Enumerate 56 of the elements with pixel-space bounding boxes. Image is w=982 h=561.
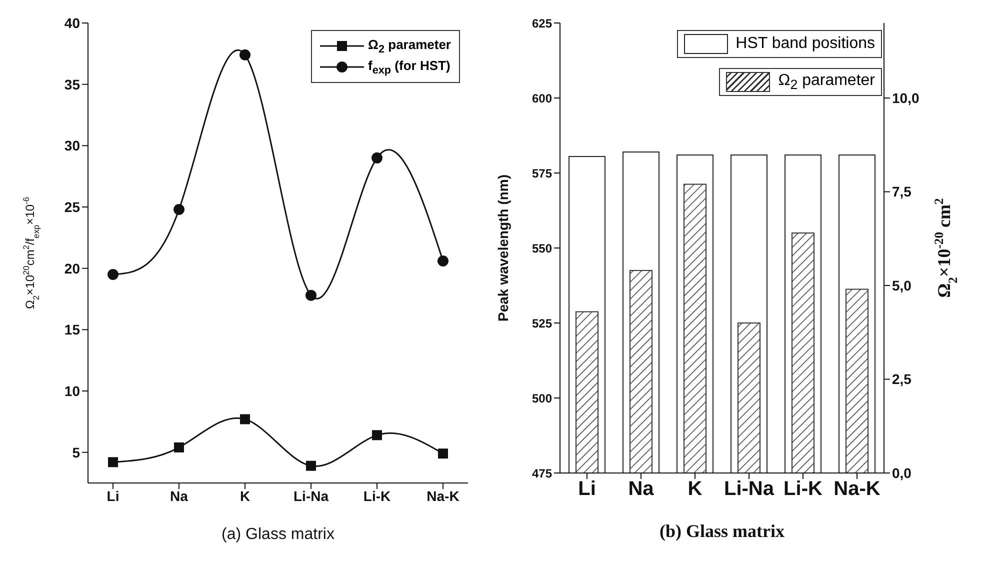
x-tick-label: Na [170, 488, 188, 504]
y-tick-label: 550 [532, 241, 552, 256]
point [438, 255, 448, 266]
y2-tick-label: 0,0 [892, 464, 912, 481]
y-tick-label: 500 [532, 391, 552, 406]
y-axis-title: Peak wavelength (nm) [495, 174, 511, 322]
y2-tick-label: 2,5 [892, 371, 912, 388]
x-tick-label: Na-K [834, 478, 881, 500]
y2-tick-label: 7,5 [892, 184, 912, 200]
y2-tick-label: 5,0 [892, 277, 912, 294]
x-tick-label: Li-K [363, 488, 391, 504]
y-tick-label: 525 [532, 316, 552, 330]
legend-label: f$_{exp}$ (for HST) [368, 58, 450, 76]
bar [792, 232, 814, 473]
y-tick-label: 5 [72, 444, 80, 460]
point [108, 268, 118, 280]
x-tick-label: Li-Na [724, 478, 775, 500]
x-tick-label: Li [578, 478, 596, 500]
x-tick-label: Li-K [784, 478, 823, 500]
point [108, 457, 118, 468]
legend-label: Ω$_{2}$ parameter [368, 37, 451, 56]
point [174, 442, 184, 452]
x-tick-label: K [240, 488, 250, 504]
x-tick-label: Li [106, 488, 120, 504]
x-axis-title: (b) Glass matrix [660, 521, 784, 541]
y-tick-label: 40 [64, 14, 80, 31]
point [306, 290, 316, 301]
point [306, 460, 316, 471]
x-axis-title: (a) Glass matrix [222, 526, 334, 543]
bar [630, 270, 652, 473]
x-tick-label: Li-Na [294, 488, 329, 504]
y-tick-label: 25 [64, 198, 80, 215]
y-tick-label: 20 [64, 260, 80, 276]
point [174, 204, 184, 215]
legend-label: Ω$_{2}$ parameter [778, 72, 875, 92]
y-tick-label: 575 [532, 166, 552, 180]
y-tick-label: 475 [532, 466, 552, 480]
y-tick-label: 625 [532, 16, 552, 30]
bar [738, 322, 760, 473]
point [240, 49, 250, 60]
point [438, 448, 448, 459]
y-tick-label: 10 [64, 382, 80, 399]
legend-label: HST band positions [736, 35, 875, 53]
y-tick-label: 600 [532, 91, 552, 106]
y2-tick-label: 10,0 [892, 90, 920, 106]
y-tick-label: 30 [64, 138, 80, 154]
x-tick-label: Na-K [426, 488, 460, 504]
x-tick-label: K [688, 478, 703, 500]
point [372, 152, 382, 164]
y-tick-label: 15 [64, 322, 80, 338]
bar [846, 288, 868, 473]
x-tick-label: Na [628, 478, 655, 500]
bar [576, 311, 598, 473]
y-tick-label: 35 [64, 76, 80, 92]
point [372, 430, 382, 440]
point [240, 414, 250, 424]
